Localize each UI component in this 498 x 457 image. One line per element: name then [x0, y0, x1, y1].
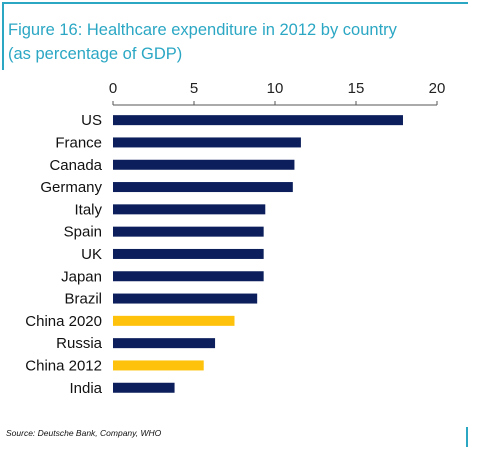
x-tick-label: 10 — [267, 80, 284, 97]
bar — [113, 338, 216, 349]
category-label: Russia — [56, 335, 103, 352]
category-label: Italy — [74, 201, 102, 218]
x-axis: 0 5 10 15 20 — [109, 80, 446, 106]
x-tick-label: 0 — [109, 80, 117, 97]
frame-top-border — [2, 2, 468, 4]
category-labels: US France Canada Germany Italy Spain UK Japan Br… — [25, 112, 102, 397]
frame-left-border — [2, 2, 4, 70]
category-label: Japan — [61, 268, 102, 285]
bar-series — [113, 115, 403, 393]
category-label: China 2020 — [25, 313, 102, 330]
chart-subtitle: (as percentage of GDP) — [8, 45, 183, 63]
bar — [113, 315, 235, 326]
category-label: India — [69, 380, 102, 397]
bar — [113, 271, 264, 282]
category-label: China 2012 — [25, 357, 102, 374]
source-note: Source: Deutsche Bank, Company, WHO — [6, 428, 162, 438]
bar — [113, 159, 295, 170]
category-label: France — [55, 134, 102, 151]
bar — [113, 293, 258, 304]
category-label: US — [81, 112, 102, 129]
bar — [113, 226, 264, 237]
bar — [113, 204, 266, 215]
category-label: Brazil — [64, 291, 102, 308]
bar — [113, 360, 204, 371]
bar — [113, 137, 301, 148]
bar — [113, 382, 175, 393]
x-tick-label: 5 — [190, 80, 198, 97]
category-label: Germany — [40, 179, 102, 196]
category-label: UK — [81, 246, 102, 263]
x-tick-label: 20 — [429, 80, 446, 97]
x-tick-label: 15 — [348, 80, 365, 97]
bar-chart: 0 5 10 15 20 US France Canada Germany Italy Spain… — [25, 80, 446, 397]
category-label: Spain — [64, 224, 102, 241]
bar — [113, 182, 293, 193]
category-label: Canada — [49, 157, 102, 174]
frame-right-border — [466, 427, 468, 447]
bar — [113, 115, 403, 126]
bar — [113, 248, 264, 259]
chart-title: Figure 16: Healthcare expenditure in 201… — [8, 21, 397, 39]
